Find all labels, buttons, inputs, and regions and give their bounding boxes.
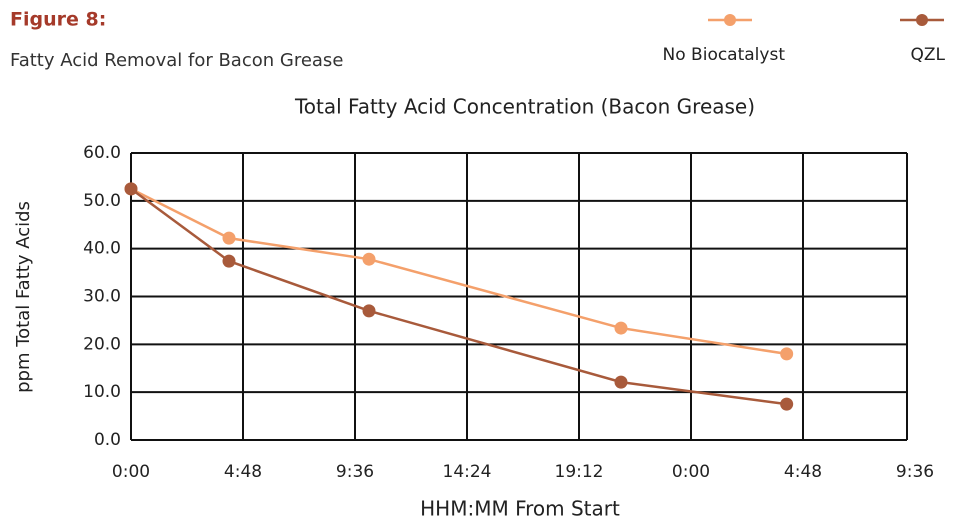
chart-title: Total Fatty Acid Concentration (Bacon Gr…	[294, 95, 755, 119]
x-tick-label: 0:00	[672, 462, 710, 482]
y-tick-label: 40.0	[83, 239, 121, 259]
data-point	[780, 397, 794, 411]
data-point	[362, 304, 376, 318]
y-tick-label: 10.0	[83, 382, 121, 402]
data-point	[222, 231, 236, 245]
x-tick-label: 14:24	[443, 462, 492, 482]
data-point	[614, 321, 628, 335]
y-tick-label: 30.0	[83, 287, 121, 307]
x-tick-label: 4:48	[784, 462, 822, 482]
legend-marker	[916, 14, 928, 26]
y-tick-label: 20.0	[83, 334, 121, 354]
data-point	[614, 375, 628, 389]
subtitle: Fatty Acid Removal for Bacon Grease	[10, 50, 343, 71]
x-tick-label: 19:12	[555, 462, 604, 482]
x-tick-label: 9:36	[336, 462, 374, 482]
data-point	[124, 182, 138, 196]
x-tick-label: 4:48	[224, 462, 262, 482]
data-point	[780, 347, 794, 361]
series-line	[130, 187, 787, 356]
legend-label: No Biocatalyst	[663, 45, 786, 65]
y-axis-label: ppm Total Fatty Acids	[13, 201, 34, 393]
y-tick-label: 0.0	[94, 430, 121, 450]
x-tick-label: 0:00	[112, 462, 150, 482]
y-tick-label: 60.0	[83, 143, 121, 163]
data-point	[362, 252, 376, 266]
y-tick-label: 50.0	[83, 191, 121, 211]
figure-label: Figure 8:	[10, 9, 106, 31]
data-point	[222, 254, 236, 268]
legend-label: QZL	[911, 45, 946, 65]
x-axis-label: HHM:MM From Start	[420, 497, 620, 521]
legend-marker	[724, 14, 736, 26]
x-tick-label: 9:36	[896, 462, 934, 482]
